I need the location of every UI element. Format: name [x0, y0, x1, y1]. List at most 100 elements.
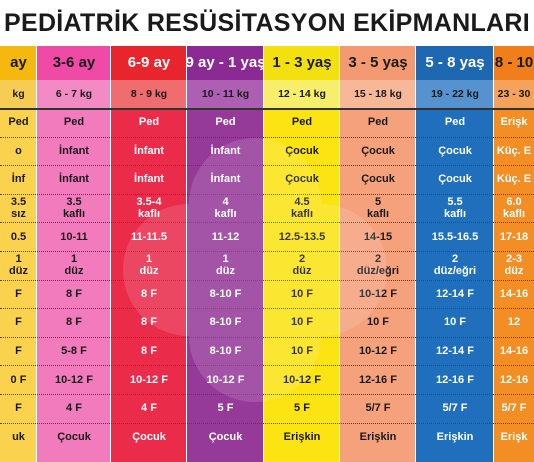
table-cell: 8 F: [141, 345, 157, 358]
age-header: 3 - 5 yaş: [340, 46, 416, 80]
table-cell: 8-10 F: [209, 287, 242, 300]
age-header: 8 - 10: [494, 46, 534, 80]
row-divider: [0, 193, 534, 195]
table-cell: İnfant: [210, 144, 241, 157]
age-column: 8 - 10 23 - 30 Erişk Küç. E Küç. E 6.0 kaflı 17…: [494, 46, 534, 462]
row-divider: [0, 308, 534, 310]
column-divider: [36, 46, 37, 462]
table-cell: 6.0 kaflı: [502, 196, 525, 221]
table-cell: 1 düz: [64, 253, 84, 278]
table-cell: Ped: [8, 116, 29, 129]
age-column: 3 - 5 yaş 15 - 18 kg Ped Çocuk Çocuk 5 kaflı 14…: [340, 46, 416, 462]
table-cell: Çocuk: [57, 430, 91, 443]
table-cell: Ped: [291, 116, 313, 129]
column-divider: [339, 46, 340, 462]
table-cell: 4.5 kaflı: [290, 196, 313, 221]
age-column: 3-6 ay 6 - 7 kg Ped İnfant İnfant 3.5 kaflı 10-…: [37, 46, 111, 462]
table-cell: Ped: [63, 116, 85, 129]
table-cell: 10-11: [60, 230, 88, 243]
table-cell: 4 kaflı: [214, 196, 237, 221]
table-cell: 11-11.5: [130, 230, 168, 243]
row-divider: [0, 394, 534, 395]
table-cell: F: [15, 316, 22, 329]
table-cell: Erişkin: [359, 430, 397, 443]
table-cell: 8 F: [141, 287, 157, 300]
table-cell: 2 düz: [292, 253, 312, 278]
table-cell: 8-10 F: [209, 316, 242, 329]
column-divider: [263, 46, 264, 462]
table-cell: 4 F: [66, 402, 82, 415]
table-cell: 5 F: [294, 402, 310, 415]
table-cell: İnfant: [134, 144, 164, 157]
age-column: 6-9 ay 8 - 9 kg Ped İnfant İnfant 3.5-4 kaflı 1…: [111, 46, 187, 462]
table-cell: Ped: [367, 116, 389, 129]
age-header: 9 ay - 1 yaş: [185, 46, 266, 80]
row-divider: [0, 136, 534, 138]
table-cell: 12.5-13.5: [278, 230, 326, 243]
age-header: 3-6 ay: [37, 46, 111, 80]
weight-header: kg: [0, 80, 37, 108]
table-cell: 3.5-4 kaflı: [136, 196, 162, 221]
row-divider: [0, 422, 534, 424]
table-cell: 10-12 F: [55, 373, 93, 386]
weight-header: 6 - 7 kg: [37, 80, 111, 108]
table-cell: Çocuk: [438, 144, 472, 157]
table-cell: 17-18: [499, 230, 529, 243]
table-cell: 5 kaflı: [366, 196, 389, 221]
table-cell: Erişk: [500, 430, 528, 443]
table-cell: 5/7 F: [365, 402, 391, 415]
table-cell: Ped: [215, 116, 236, 129]
table-cell: 14-16: [499, 287, 529, 300]
table-cell: 0.5: [10, 230, 27, 243]
table-cell: 8-10 F: [209, 345, 242, 358]
table-cell: Erişkin: [436, 430, 474, 443]
table-cell: 10-12 F: [130, 373, 168, 386]
table-cell: 12-16 F: [359, 373, 397, 386]
table-cell: 10-12 F: [206, 373, 245, 386]
age-column: 5 - 8 yaş 19 - 22 kg Ped Çocuk Çocuk 5.5 kaflı…: [416, 46, 494, 462]
table-cell: Çocuk: [132, 430, 166, 443]
table-cell: Çocuk: [285, 144, 319, 157]
weight-header: 12 - 14 kg: [264, 80, 340, 108]
age-column: 1 - 3 yaş 12 - 14 kg Ped Çocuk Çocuk 4.5 kaflı…: [264, 46, 340, 462]
table-cell: 5/7 F: [442, 402, 468, 415]
table-cell: 3.5 sız: [10, 196, 27, 221]
table-cell: Küç. E: [496, 144, 532, 157]
age-header: 1 - 3 yaş: [264, 46, 340, 80]
weight-header: 15 - 18 kg: [340, 80, 416, 108]
table-cell: 14-15: [363, 230, 393, 243]
row-divider: [0, 165, 534, 167]
row-divider: [0, 251, 534, 252]
table-cell: 10 F: [290, 287, 313, 300]
table-cell: Çocuk: [361, 144, 395, 157]
table-cell: 10 F: [290, 345, 313, 358]
table-cell: 12-16: [499, 373, 529, 386]
table-cell: 1 düz: [9, 253, 28, 278]
table-cell: 10 F: [290, 316, 313, 329]
table-cell: Erişk: [500, 116, 528, 129]
table-cell: İnfant: [59, 173, 89, 186]
table-cell: 2 düz/eğri: [433, 253, 477, 278]
column-divider: [186, 46, 187, 462]
table-cell: 5.5 kaflı: [443, 196, 466, 221]
table-cell: Çocuk: [285, 173, 319, 186]
age-header: 5 - 8 yaş: [416, 46, 494, 80]
table-cell: 12-14 F: [436, 287, 474, 300]
table-cell: 5-8 F: [61, 345, 87, 358]
table-cell: 12: [507, 316, 521, 329]
table-cell: 8 F: [66, 316, 82, 329]
table-cell: 10 F: [366, 316, 389, 329]
column-divider: [110, 46, 111, 462]
weight-header: 23 - 30: [494, 80, 534, 108]
table-cell: Çocuk: [208, 430, 243, 443]
header-divider: [0, 108, 534, 110]
table-cell: uk: [12, 430, 25, 443]
table-cell: Ped: [138, 116, 160, 129]
table-cell: 10 F: [443, 316, 466, 329]
table-cell: 14-16: [499, 345, 529, 358]
table-cell: 12-16 F: [436, 373, 474, 386]
weight-header: 19 - 22 kg: [416, 80, 494, 108]
table-cell: 0 F: [10, 373, 27, 386]
